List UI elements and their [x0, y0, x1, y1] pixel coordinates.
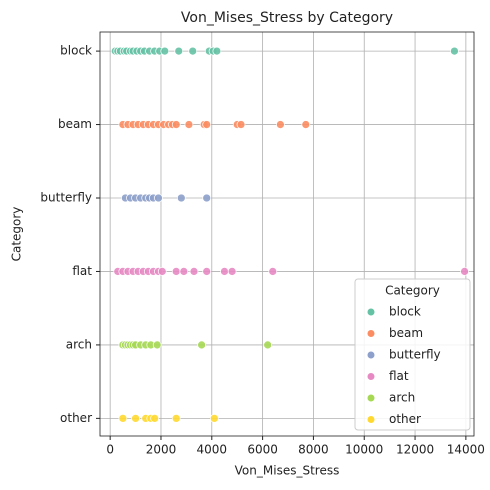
point [179, 267, 189, 276]
chart-title: Von_Mises_Stress by Category [181, 10, 393, 26]
point [276, 120, 285, 129]
legend-label: flat [389, 369, 409, 383]
legend-marker [366, 393, 376, 403]
point [220, 267, 229, 276]
point [209, 414, 219, 423]
x-tick-label: 4000 [197, 443, 228, 457]
point [202, 193, 212, 203]
point [174, 46, 184, 56]
legend-label: block [389, 305, 421, 319]
point [268, 267, 278, 276]
point [171, 414, 181, 423]
point [160, 46, 170, 56]
y-tick-label: arch [66, 337, 92, 351]
point [450, 46, 459, 56]
y-tick-label: other [60, 411, 92, 425]
point [171, 120, 181, 129]
point [212, 46, 222, 56]
x-tick-label: 8000 [298, 443, 329, 457]
point [189, 267, 199, 276]
point [157, 267, 167, 276]
legend-label: arch [389, 391, 415, 405]
legend-marker [366, 329, 376, 338]
x-tick-label: 14000 [447, 443, 485, 457]
x-axis-label: Von_Mises_Stress [235, 464, 340, 478]
point [460, 267, 469, 276]
legend-marker [366, 307, 376, 317]
point [227, 267, 237, 276]
point [188, 46, 198, 56]
point [154, 193, 163, 203]
point [171, 267, 181, 276]
legend-label: beam [389, 326, 423, 340]
point [150, 414, 159, 423]
x-tick-label: 10000 [345, 443, 383, 457]
legend-marker [366, 415, 376, 424]
point [131, 414, 140, 423]
point [118, 414, 128, 423]
plot-frame [99, 31, 475, 437]
point [184, 120, 194, 129]
x-tick-label: 12000 [396, 443, 434, 457]
legend-marker [366, 372, 376, 381]
point [202, 120, 212, 129]
y-tick-label: block [60, 44, 92, 58]
point [176, 193, 186, 203]
y-tick-label: butterfly [40, 191, 92, 205]
legend-marker [366, 350, 376, 360]
x-tick-label: 0 [106, 443, 114, 457]
point [236, 120, 246, 129]
point [202, 267, 212, 276]
y-tick-label: flat [72, 264, 92, 278]
point [301, 120, 311, 129]
legend-box [354, 278, 471, 431]
legend: Category block beam butterfly flat arch other [354, 278, 471, 431]
point [152, 340, 162, 350]
legend-label: other [389, 412, 421, 426]
point [263, 340, 273, 350]
x-tick-label: 6000 [247, 443, 278, 457]
legend-label: butterfly [389, 348, 441, 362]
y-tick-label: beam [58, 117, 92, 131]
x-tick-label: 2000 [146, 443, 177, 457]
point [197, 340, 206, 350]
y-axis-label: Category [10, 207, 24, 262]
legend-title: Category [385, 284, 440, 298]
